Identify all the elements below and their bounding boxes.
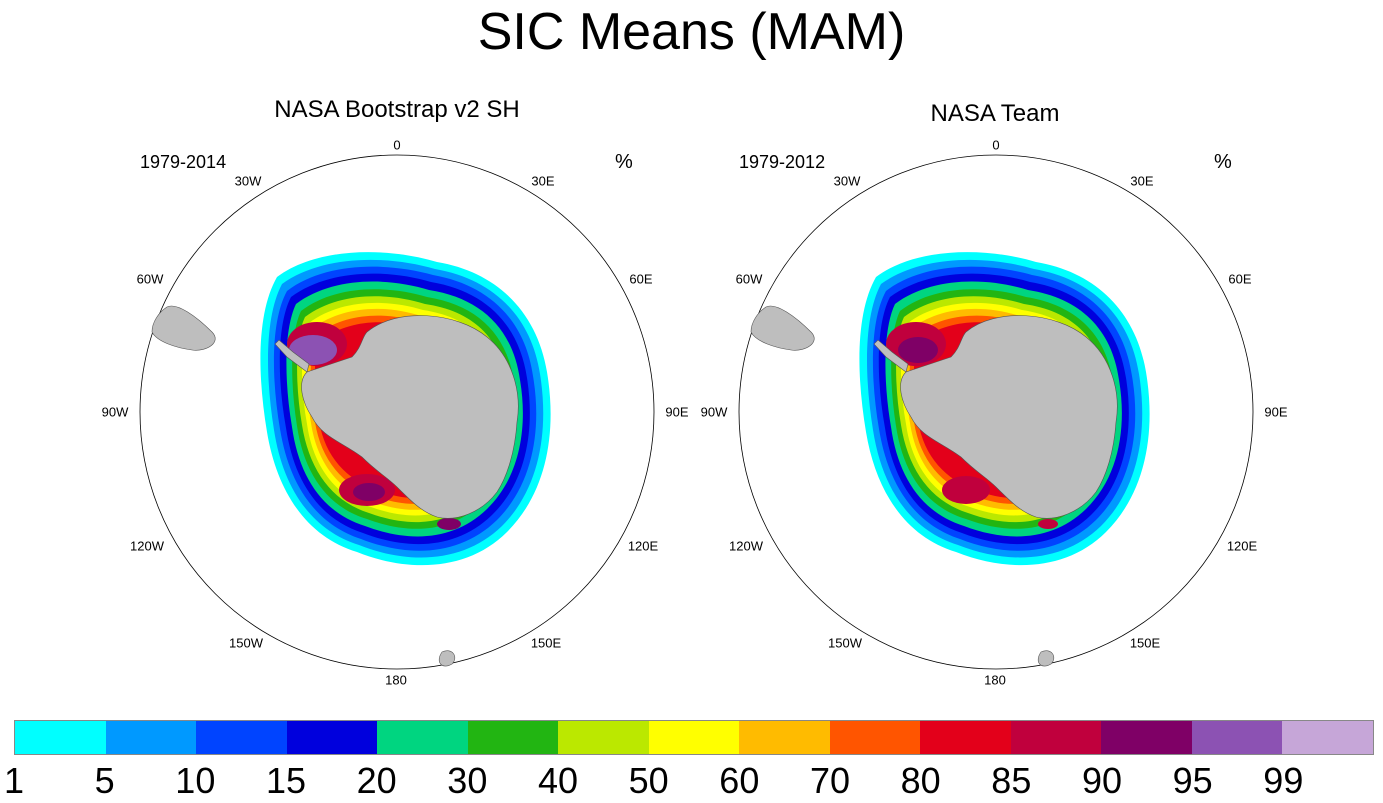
lon-label-120w: 120W [130, 538, 164, 554]
period-label-bootstrap: 1979-2014 [140, 152, 227, 172]
period-label-team: 1979-2012 [739, 152, 826, 172]
colorbar-tick-40: 40 [537, 760, 579, 801]
units-label-bootstrap: % [615, 151, 633, 173]
lon-label-150e: 150E [530, 635, 562, 651]
colorbar-swatch-13 [1191, 721, 1283, 754]
polar-map-team [738, 154, 1254, 670]
colorbar-tick-85: 85 [991, 760, 1032, 801]
lon-label-120e: 120E [1226, 538, 1258, 554]
lon-label-150e: 150E [1129, 635, 1161, 651]
lon-label-30e: 30E [531, 173, 555, 189]
antarctica-landmass [301, 315, 519, 519]
lon-label-90e: 90E [1264, 404, 1288, 420]
colorbar-swatch-9 [829, 721, 921, 754]
colorbar-swatch-4 [377, 721, 468, 754]
lon-label-30e: 30E [1130, 173, 1154, 189]
colorbar-swatch-1 [105, 721, 197, 754]
colorbar-tick-50: 50 [628, 760, 669, 801]
south-america-tip [151, 305, 216, 351]
panel-title-bootstrap: NASA Bootstrap v2 SH [274, 96, 520, 123]
lon-label-180: 180 [385, 672, 407, 688]
lon-label-90e: 90E [665, 404, 689, 420]
south-america-tip [750, 305, 815, 351]
colorbar [14, 720, 1374, 755]
lon-label-0: 0 [393, 137, 401, 153]
colorbar-swatch-8 [739, 721, 830, 754]
colorbar-tick-30: 30 [447, 760, 488, 801]
lon-label-180: 180 [984, 672, 1006, 688]
antarctic-peninsula [274, 339, 310, 373]
lon-label-90w: 90W [700, 404, 728, 420]
colorbar-tick-95: 95 [1172, 760, 1213, 801]
colorbar-swatch-6 [558, 721, 649, 754]
colorbar-tick-20: 20 [356, 760, 397, 801]
lon-label-30w: 30W [234, 173, 262, 189]
antarctica-landmass [900, 315, 1118, 519]
colorbar-tick-10: 10 [175, 760, 216, 801]
figure-title: SIC Means (MAM) [477, 3, 906, 61]
units-label-team: % [1214, 151, 1232, 173]
colorbar-swatch-5 [467, 721, 559, 754]
colorbar-swatch-11 [1010, 721, 1102, 754]
lon-label-150w: 150W [828, 635, 862, 651]
colorbar-swatch-2 [196, 721, 287, 754]
colorbar-swatch-7 [648, 721, 740, 754]
lon-label-60e: 60E [629, 271, 653, 287]
colorbar-swatch-3 [286, 721, 378, 754]
lon-label-120e: 120E [627, 538, 659, 554]
colorbar-tick-90: 90 [1081, 760, 1123, 801]
lon-label-30w: 30W [833, 173, 861, 189]
colorbar-tick-15: 15 [265, 760, 307, 801]
lon-label-60w: 60W [136, 271, 164, 287]
lon-label-90w: 90W [101, 404, 129, 420]
colorbar-tick-60: 60 [719, 760, 760, 801]
colorbar-tick-99: 99 [1263, 760, 1304, 801]
colorbar-tick-5: 5 [94, 760, 115, 801]
new-zealand-tip [438, 650, 456, 667]
polar-map-bootstrap [139, 154, 655, 670]
colorbar-swatch-12 [1101, 721, 1192, 754]
antarctic-peninsula [873, 339, 909, 373]
colorbar-swatch-0 [15, 721, 106, 754]
lon-label-0: 0 [992, 137, 1000, 153]
lon-label-60e: 60E [1228, 271, 1252, 287]
lon-label-60w: 60W [735, 271, 763, 287]
lon-label-150w: 150W [229, 635, 263, 651]
colorbar-swatch-14 [1282, 721, 1373, 754]
lon-label-120w: 120W [729, 538, 763, 554]
colorbar-tick-70: 70 [809, 760, 851, 801]
colorbar-tick-80: 80 [900, 760, 941, 801]
colorbar-tick-1: 1 [3, 760, 25, 801]
colorbar-swatch-10 [920, 721, 1011, 754]
new-zealand-tip [1037, 650, 1055, 667]
panel-title-team: NASA Team [930, 100, 1060, 127]
